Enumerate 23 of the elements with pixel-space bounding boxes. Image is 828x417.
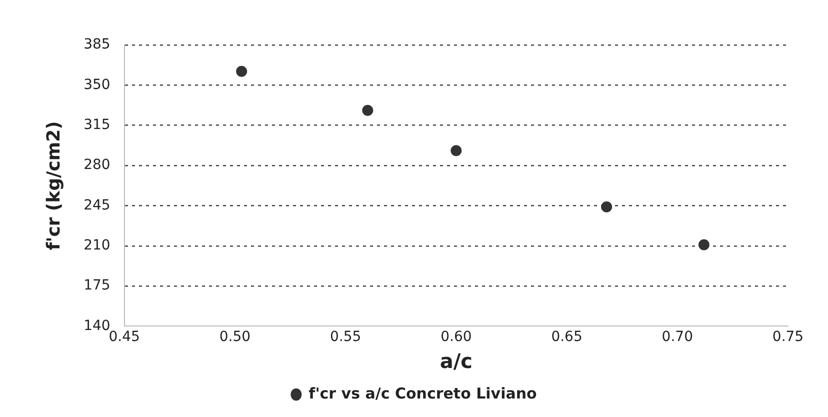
- point: [450, 145, 462, 156]
- point: [601, 201, 612, 212]
- y-tick-label: 350: [84, 76, 110, 93]
- y-tick-label: 245: [84, 197, 110, 214]
- x-tick-label: 0.65: [551, 329, 582, 346]
- y-tick-label: 175: [84, 278, 110, 294]
- x-tick-label: 0.55: [330, 329, 362, 346]
- x-tick-label: 0.50: [219, 329, 251, 346]
- y-tick-label: 315: [84, 116, 110, 133]
- x-tick-label: 0.70: [662, 329, 693, 346]
- y-tick-label: 210: [84, 238, 110, 254]
- x-tick-label: 0.45: [108, 329, 140, 346]
- x-axis-title: a/c: [440, 349, 472, 374]
- legend-label: f'cr vs a/c Concreto Liviano: [308, 384, 537, 402]
- y-tick-label: 385: [84, 36, 110, 53]
- point: [698, 239, 710, 250]
- y-tick-label: 140: [84, 318, 110, 334]
- x-tick-label: 0.60: [440, 329, 472, 346]
- y-tick-label: 280: [84, 157, 110, 174]
- point: [362, 104, 374, 116]
- point: [236, 66, 248, 77]
- y-axis-title: f'cr (kg/cm2): [43, 121, 64, 250]
- x-tick-label: 0.75: [772, 329, 804, 346]
